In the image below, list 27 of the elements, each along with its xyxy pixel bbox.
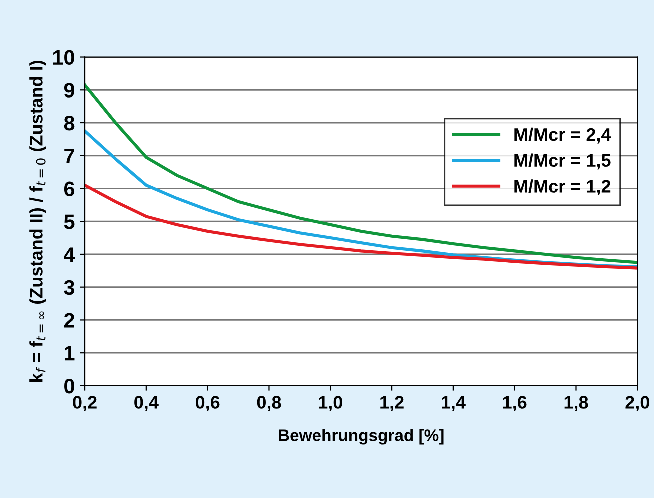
legend-label: M/Mcr = 1,5 [514, 154, 611, 170]
y-tick-label: 8 [64, 116, 75, 131]
y-tick-label: 3 [64, 280, 75, 296]
legend-label: M/Mcr = 1,2 [514, 180, 611, 196]
y-tick-label: 0 [64, 378, 74, 394]
y-axis-title: k$_{f}$ = f$_{t=∞}$ (Zustand II) / f$_{t=0}$ (Zustand I) [30, 60, 46, 382]
y-tick-label: 2 [64, 313, 74, 328]
y-tick-label: 5 [64, 214, 75, 230]
x-tick-label: 1,2 [380, 396, 404, 412]
x-tick-label: 1,4 [442, 396, 466, 412]
y-tick-label: 9 [64, 83, 75, 98]
x-tick-label: 0,8 [257, 396, 282, 412]
x-tick-label: 0,2 [73, 396, 97, 412]
x-tick-label: 1,8 [564, 396, 588, 412]
x-tick-label: 2,0 [626, 396, 650, 412]
x-axis-title: Bewehrungsgrad [%] [279, 429, 444, 445]
line-series [85, 84, 638, 264]
y-tick-label: 1 [65, 346, 75, 361]
x-tick-label: 0,6 [196, 396, 220, 412]
x-tick-label: 1,0 [319, 396, 342, 412]
y-tick-label: 7 [64, 149, 74, 164]
y-tick-label: 6 [64, 182, 75, 196]
x-tick-label: 1,6 [503, 396, 527, 412]
legend-label: M/Mcr = 2,4 [514, 128, 612, 144]
y-tick-label: 10 [53, 50, 74, 66]
y-tick-label: 4 [64, 248, 76, 262]
x-tick-label: 0,4 [134, 396, 159, 412]
